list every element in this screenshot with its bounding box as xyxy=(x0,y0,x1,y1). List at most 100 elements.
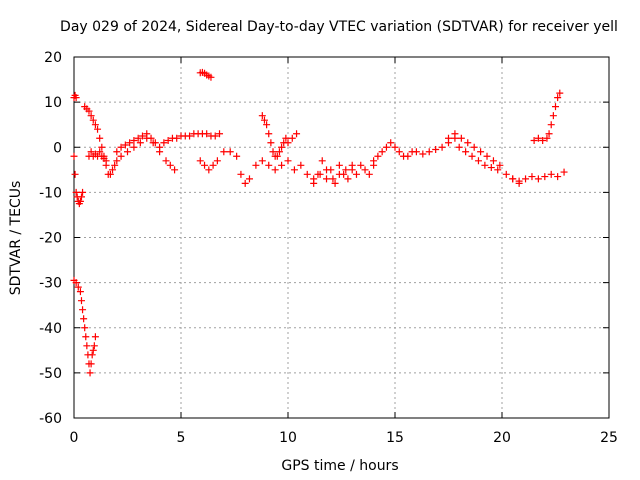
data-point xyxy=(387,139,395,147)
series-main-band-1 xyxy=(113,130,224,156)
data-point xyxy=(331,179,339,187)
data-point xyxy=(554,94,562,102)
data-point xyxy=(86,369,94,377)
data-point xyxy=(77,193,85,201)
data-point xyxy=(310,179,318,187)
data-point xyxy=(205,166,213,174)
data-point xyxy=(263,121,271,129)
data-point xyxy=(111,161,119,169)
data-point xyxy=(209,161,217,169)
data-point xyxy=(365,170,373,178)
series-band-11-14-dense xyxy=(310,157,378,187)
data-point xyxy=(342,166,350,174)
x-tick-label: 0 xyxy=(70,430,79,446)
data-point xyxy=(494,166,502,174)
data-point xyxy=(226,148,234,156)
data-point xyxy=(156,148,164,156)
data-point xyxy=(547,121,555,129)
data-point xyxy=(89,346,97,354)
data-point xyxy=(545,130,553,138)
data-point xyxy=(96,134,104,142)
y-tick-label: -40 xyxy=(39,321,62,337)
data-point xyxy=(134,134,142,142)
data-point xyxy=(522,175,530,183)
y-axis-label: SDTVAR / TECUs xyxy=(8,181,24,296)
data-point xyxy=(201,161,209,169)
data-point xyxy=(515,177,523,185)
data-point xyxy=(216,130,224,138)
y-tick-label: 20 xyxy=(44,50,62,66)
data-point xyxy=(323,175,331,183)
data-point xyxy=(335,161,343,169)
grid xyxy=(74,57,609,418)
y-tick-label: -20 xyxy=(39,231,62,247)
data-point xyxy=(124,148,131,156)
data-point xyxy=(293,130,301,138)
x-axis-label: GPS time / hours xyxy=(281,458,398,474)
data-point xyxy=(438,143,446,151)
data-point xyxy=(83,342,91,350)
data-point xyxy=(80,315,88,323)
data-point xyxy=(370,157,378,165)
data-point xyxy=(87,148,95,156)
data-point xyxy=(284,157,292,165)
data-point xyxy=(265,130,273,138)
x-tick-label: 15 xyxy=(386,430,404,446)
y-tick-label: 0 xyxy=(53,140,62,156)
data-point xyxy=(70,152,78,160)
y-tick-label: -10 xyxy=(39,185,62,201)
data-points xyxy=(70,68,568,377)
data-point xyxy=(237,170,245,178)
data-point xyxy=(382,143,390,151)
data-point xyxy=(534,134,542,142)
data-point xyxy=(455,143,463,151)
data-point xyxy=(419,150,427,158)
data-point xyxy=(166,161,174,169)
data-point xyxy=(207,73,215,81)
x-tick-labels: 0 5 10 15 20 25 xyxy=(70,430,618,446)
data-point xyxy=(117,143,125,151)
data-point xyxy=(82,333,90,341)
data-point xyxy=(275,148,283,156)
data-point xyxy=(74,283,82,291)
data-point xyxy=(474,157,482,165)
data-point xyxy=(297,161,305,169)
y-tick-label: -50 xyxy=(39,366,62,382)
data-point xyxy=(87,112,95,120)
data-point xyxy=(464,139,472,147)
data-point xyxy=(233,152,241,160)
data-point xyxy=(211,132,219,140)
data-point xyxy=(126,139,134,147)
data-point xyxy=(378,148,386,156)
data-point xyxy=(102,157,110,165)
data-point xyxy=(106,170,114,178)
data-point xyxy=(552,103,559,111)
data-point xyxy=(77,297,85,305)
data-point xyxy=(352,170,360,178)
data-point xyxy=(149,139,157,147)
data-point xyxy=(245,175,253,183)
y-tick-label: -60 xyxy=(39,411,62,427)
data-point xyxy=(549,112,557,120)
data-point xyxy=(284,139,292,147)
data-point xyxy=(271,166,279,174)
data-point xyxy=(160,139,168,147)
x-tick-label: 5 xyxy=(177,430,186,446)
data-point xyxy=(241,179,249,187)
data-point xyxy=(327,166,335,174)
data-point xyxy=(451,130,459,138)
data-point xyxy=(90,342,98,350)
data-point xyxy=(273,152,281,160)
series-band-20-23 xyxy=(509,168,568,185)
data-point xyxy=(432,146,440,154)
x-tick-label: 10 xyxy=(279,430,297,446)
data-point xyxy=(252,161,260,169)
chart-title: Day 029 of 2024, Sidereal Day-to-day VTE… xyxy=(60,19,618,35)
data-point xyxy=(477,148,485,156)
y-tick-label: -30 xyxy=(39,276,62,292)
data-point xyxy=(76,197,84,205)
data-point xyxy=(81,324,89,332)
data-point xyxy=(541,173,549,181)
data-point xyxy=(457,134,465,142)
